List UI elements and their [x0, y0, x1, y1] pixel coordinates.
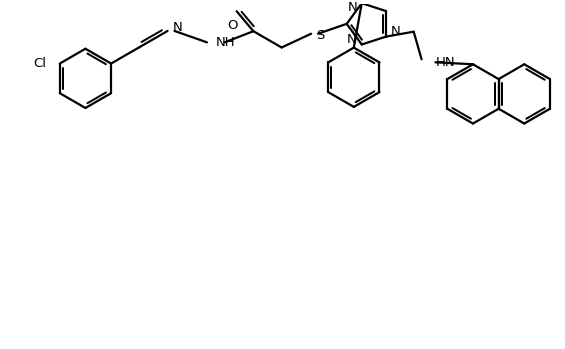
Text: NH: NH	[216, 36, 236, 49]
Text: O: O	[228, 19, 238, 32]
Text: Cl: Cl	[33, 57, 46, 70]
Text: N: N	[172, 22, 182, 35]
Text: S: S	[316, 29, 324, 42]
Text: HN: HN	[436, 56, 455, 69]
Text: N: N	[348, 1, 358, 14]
Text: N: N	[391, 25, 401, 38]
Text: N: N	[347, 33, 357, 46]
